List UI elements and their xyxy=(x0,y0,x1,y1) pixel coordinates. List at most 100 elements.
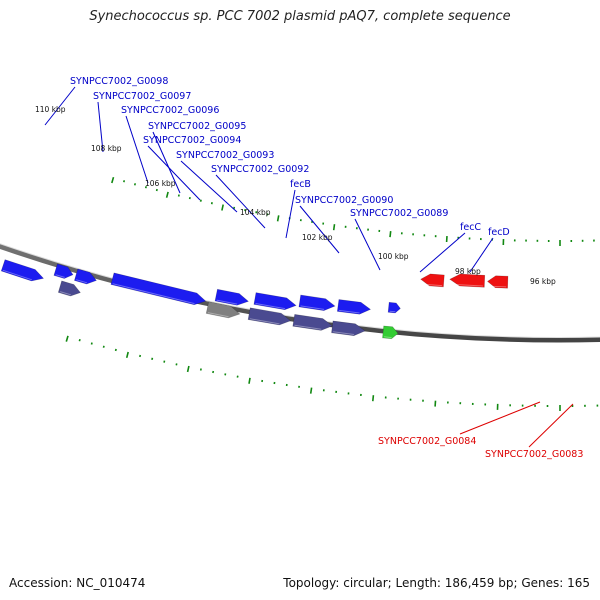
gene-highlight xyxy=(384,336,392,339)
label-leader-line xyxy=(459,401,541,435)
gene-highlight xyxy=(2,269,33,281)
gene-arrow-g0093 xyxy=(0,259,45,282)
tick-mark xyxy=(199,199,202,202)
gene-highlight xyxy=(112,283,195,305)
gene-label: SYNPCC7002_G0097 xyxy=(93,91,191,102)
gene-label-reverse: SYNPCC7002_G0084 xyxy=(378,436,476,447)
gene-highlight xyxy=(255,303,286,310)
tick-mark xyxy=(186,365,190,373)
gene-highlight xyxy=(59,291,72,296)
topology-stats: Topology: circular; Length: 186,459 bp; … xyxy=(283,576,590,590)
tick-mark xyxy=(78,338,81,342)
tick-mark xyxy=(155,188,158,192)
gene-label: fecB xyxy=(290,179,311,190)
kbp-tick-label: 106 kbp xyxy=(145,179,176,188)
kbp-tick-label: 96 kbp xyxy=(530,277,556,286)
tick-mark xyxy=(389,231,392,238)
gene-highlight xyxy=(450,283,483,287)
gene-arrow-fecB xyxy=(110,272,207,306)
tick-mark xyxy=(332,224,336,231)
gene-arrow-lower-c xyxy=(298,294,336,311)
tick-mark xyxy=(139,354,142,358)
tick-mark xyxy=(90,342,93,345)
tick-mark xyxy=(177,194,180,197)
gene-highlight xyxy=(421,283,443,287)
kbp-tick-label: 102 kbp xyxy=(302,233,333,242)
tick-mark xyxy=(65,335,69,342)
tick-mark xyxy=(102,345,105,348)
gene-highlight xyxy=(294,324,322,330)
tick-mark xyxy=(114,348,117,352)
gene-arrow-lower-d xyxy=(336,299,372,315)
gene-arrow-small-b xyxy=(74,268,97,285)
tick-mark xyxy=(123,180,126,183)
gene-arrow-rev-c xyxy=(486,275,509,289)
label-leader-line xyxy=(147,145,201,201)
kbp-tick-label: 110 kbp xyxy=(35,105,66,114)
gene-arrow-green xyxy=(382,325,399,340)
label-leader-line xyxy=(97,101,104,153)
gene-arrow-g0092 xyxy=(57,280,81,297)
gene-label-reverse: SYNPCC7002_G0083 xyxy=(485,449,583,460)
gene-highlight xyxy=(76,279,88,284)
gene-arrow-g0083 xyxy=(449,273,486,288)
accession-label: Accession: NC_010474 xyxy=(9,576,146,590)
gene-highlight xyxy=(55,274,65,278)
tick-mark xyxy=(188,196,191,200)
label-leader-line xyxy=(419,232,466,273)
gene-arrow-g0089 xyxy=(247,307,292,326)
gene-label: fecD xyxy=(488,227,510,238)
tick-mark xyxy=(151,357,154,360)
label-leader-line xyxy=(44,86,76,126)
gene-arrow-lower-a xyxy=(214,288,249,306)
tick-mark xyxy=(221,204,224,211)
label-leader-line xyxy=(285,189,296,239)
gene-label: SYNPCC7002_G0090 xyxy=(295,195,393,206)
gene-label: SYNPCC7002_G0096 xyxy=(121,105,219,116)
label-leader-line xyxy=(180,160,238,213)
label-leader-line xyxy=(299,205,340,254)
label-leader-line xyxy=(152,131,181,194)
label-leader-line xyxy=(469,237,494,273)
gene-arrow-small-c xyxy=(387,301,401,314)
label-leader-line xyxy=(215,174,266,229)
gene-label: fecC xyxy=(460,222,481,233)
label-leader-line xyxy=(354,218,381,271)
backbone-arc xyxy=(0,243,600,343)
gene-highlight xyxy=(488,285,507,288)
gene-arrow-g0090 xyxy=(205,301,241,319)
tick-mark xyxy=(276,215,280,222)
gene-label: SYNPCC7002_G0095 xyxy=(148,121,246,132)
label-leader-line xyxy=(528,403,574,448)
gene-highlight xyxy=(300,305,325,310)
gene-label: SYNPCC7002_G0093 xyxy=(176,150,274,161)
gene-label: SYNPCC7002_G0094 xyxy=(143,135,241,146)
tick-mark xyxy=(248,377,251,384)
tick-mark xyxy=(125,351,129,359)
tick-mark xyxy=(309,387,313,394)
gene-highlight xyxy=(389,310,396,313)
kbp-tick-label: 100 kbp xyxy=(378,252,409,261)
gene-label: SYNPCC7002_G0089 xyxy=(350,208,448,219)
gene-label: SYNPCC7002_G0098 xyxy=(70,76,168,87)
gene-arrow-g0084 xyxy=(420,273,445,288)
tick-mark xyxy=(111,176,115,184)
gene-highlight xyxy=(249,318,280,325)
gene-highlight xyxy=(207,312,229,318)
tick-mark xyxy=(144,186,147,189)
gene-highlight xyxy=(216,299,238,305)
kbp-tick-label: 104 kbp xyxy=(240,208,271,217)
kbp-tick-label: 98 kbp xyxy=(455,267,481,276)
map-title: Synechococcus sp. PCC 7002 plasmid pAQ7,… xyxy=(89,9,511,24)
tick-mark xyxy=(165,191,169,198)
gene-arrow-fecD xyxy=(331,320,366,337)
gene-arrow-lower-b xyxy=(253,292,297,311)
gene-arrow-small-a xyxy=(53,263,74,279)
kbp-tick-label: 108 kbp xyxy=(91,144,122,153)
tick-mark xyxy=(372,395,375,402)
label-leader-line xyxy=(125,115,149,184)
gene-highlight xyxy=(333,331,355,335)
gene-label: SYNPCC7002_G0092 xyxy=(211,164,309,175)
gene-highlight xyxy=(338,309,360,314)
